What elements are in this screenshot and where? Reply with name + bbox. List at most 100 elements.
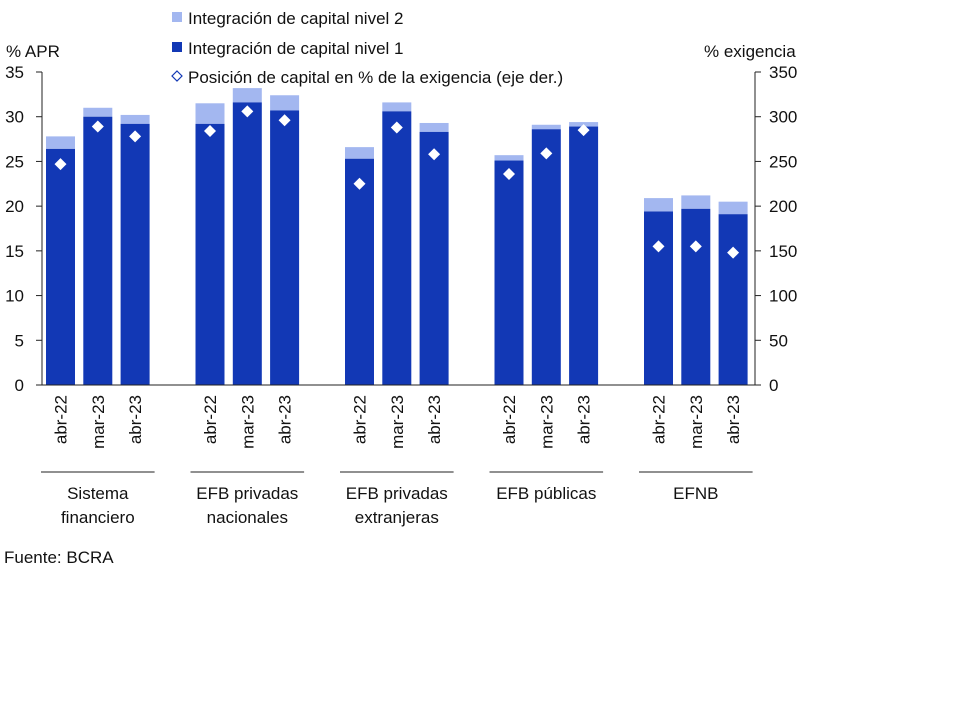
category-tick-label: abr-23 [276, 395, 295, 444]
position-marker [503, 167, 515, 180]
position-marker [689, 240, 702, 253]
right-tick-label: 150 [769, 242, 797, 261]
legend-label-tier2: Integración de capital nivel 2 [188, 9, 403, 28]
axes-layer [41, 72, 756, 386]
bar-tier1 [345, 158, 374, 385]
legend-swatch-tier2 [172, 12, 182, 22]
group-label: financiero [61, 508, 135, 527]
left-tick-label: 15 [5, 242, 24, 261]
left-tick-label: 35 [5, 63, 24, 82]
bar-tier2 [419, 122, 449, 132]
bar-tier1 [120, 123, 150, 386]
legend-label-position: Posición de capital en % de la exigencia… [188, 68, 563, 87]
bar-tier2 [232, 88, 262, 103]
position-marker [577, 124, 590, 137]
left-tick-label: 10 [5, 287, 24, 306]
group-label: EFB públicas [496, 484, 596, 503]
bar-tier1 [718, 214, 748, 385]
category-tick-label: abr-23 [126, 395, 145, 444]
position-marker [54, 158, 67, 171]
right-axis-title: % exigencia [704, 42, 796, 61]
position-marker [129, 130, 142, 143]
legend: Integración de capital nivel 2 Integraci… [171, 9, 563, 87]
position-marker [540, 147, 553, 160]
position-marker [204, 125, 216, 138]
category-tick-label: abr-23 [575, 395, 594, 444]
category-tick-label: mar-23 [687, 395, 706, 449]
position-marker [727, 246, 740, 259]
right-tick-label: 350 [769, 63, 797, 82]
legend-swatch-tier1 [172, 42, 182, 52]
bars-layer [46, 88, 748, 386]
bar-tier2 [531, 124, 561, 130]
bar-tier1 [83, 116, 113, 385]
position-marker [428, 148, 441, 161]
bar-tier1 [531, 129, 561, 385]
right-tick-label: 50 [769, 331, 788, 350]
group-label: EFB privadas [346, 484, 448, 503]
legend-diamond-icon [171, 70, 183, 82]
bar-tier1 [46, 148, 75, 385]
category-tick-label: mar-23 [238, 395, 257, 449]
group-label: EFB privadas [196, 484, 298, 503]
group-label: Sistema [67, 484, 129, 503]
left-axis-title: % APR [6, 42, 60, 61]
right-tick-label: 300 [769, 108, 797, 127]
left-tick-label: 25 [5, 152, 24, 171]
left-tick-label: 5 [15, 331, 24, 350]
category-tick-label: mar-23 [89, 395, 108, 449]
category-labels: abr-22 mar-23 abr-23 abr-22 mar-23 abr-23 abr-… [52, 395, 744, 449]
right-tick-label: 0 [769, 376, 778, 395]
bar-tier2 [494, 155, 524, 161]
position-marker [353, 177, 366, 190]
group-labels: Sistema financiero EFB privadas nacionales E… [41, 471, 753, 527]
bar-tier2 [345, 147, 374, 159]
bar-tier1 [270, 110, 300, 385]
category-tick-label: abr-22 [500, 395, 519, 444]
bar-tier2 [120, 114, 150, 124]
position-marker [390, 121, 403, 134]
left-tick-label: 30 [5, 108, 24, 127]
group-label: nacionales [207, 508, 288, 527]
bar-tier1 [644, 211, 673, 385]
position-marker [278, 114, 291, 127]
bar-tier1 [195, 123, 225, 386]
bar-tier1 [382, 111, 412, 385]
position-marker [91, 120, 104, 133]
right-tick-label: 200 [769, 197, 797, 216]
bar-tier1 [419, 131, 449, 385]
bar-tier2 [681, 195, 711, 209]
group-label: EFNB [673, 484, 718, 503]
bar-tier2 [644, 198, 673, 212]
category-tick-label: abr-22 [52, 395, 71, 444]
left-tick-label: 20 [5, 197, 24, 216]
group-label: extranjeras [355, 508, 439, 527]
category-tick-label: abr-22 [351, 395, 370, 444]
category-tick-label: mar-23 [388, 395, 407, 449]
bar-tier2 [83, 107, 113, 117]
bar-tier1 [494, 160, 524, 385]
left-tick-labels: 0 5 10 15 20 25 30 35 [5, 63, 42, 395]
markers-layer [54, 105, 740, 259]
source-note: Fuente: BCRA [4, 548, 114, 567]
right-tick-label: 100 [769, 287, 797, 306]
bar-tier2 [718, 201, 748, 215]
right-tick-label: 250 [769, 152, 797, 171]
legend-label-tier1: Integración de capital nivel 1 [188, 39, 403, 58]
category-tick-label: abr-22 [650, 395, 669, 444]
left-tick-label: 0 [15, 376, 24, 395]
category-tick-label: mar-23 [537, 395, 556, 449]
position-marker [652, 240, 665, 253]
bar-tier2 [382, 102, 412, 112]
bar-tier2 [270, 95, 300, 111]
bar-tier2 [195, 103, 225, 124]
bar-tier1 [681, 208, 711, 385]
category-tick-label: abr-23 [425, 395, 444, 444]
right-tick-labels: 0 50 100 150 200 250 300 350 [755, 63, 797, 395]
bar-tier1 [569, 126, 599, 386]
bar-tier1 [232, 102, 262, 386]
category-tick-label: abr-22 [201, 395, 220, 444]
position-marker [241, 105, 254, 118]
bar-tier2 [46, 136, 75, 149]
